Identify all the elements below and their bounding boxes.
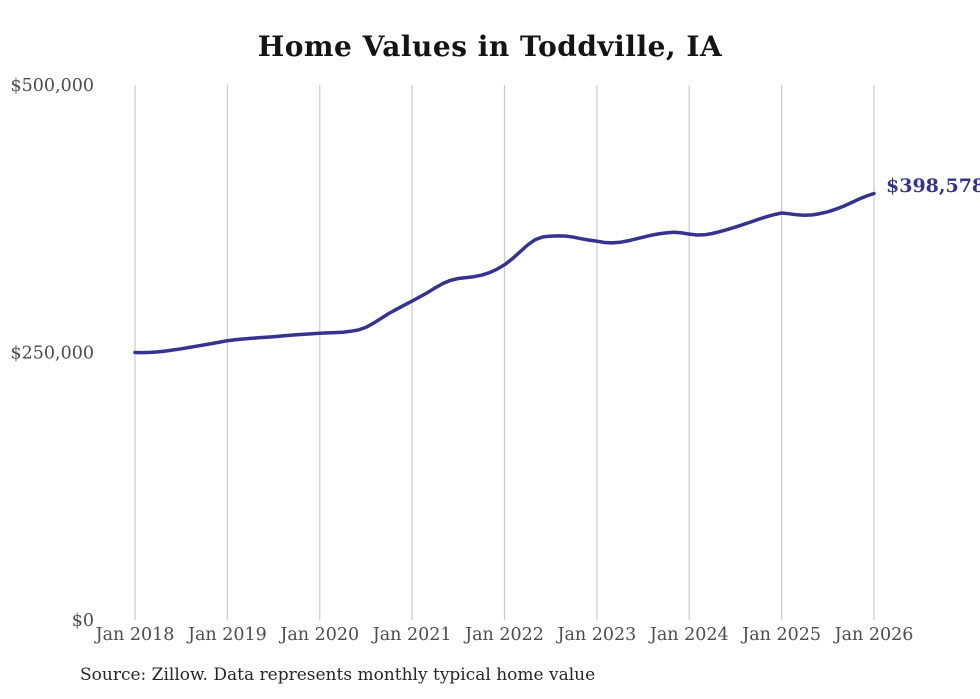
y-tick-label: $250,000 — [10, 344, 94, 364]
source-note: Source: Zillow. Data represents monthly … — [80, 665, 596, 685]
x-tick-label: Jan 2019 — [186, 625, 267, 645]
x-tick-label: Jan 2023 — [555, 625, 636, 645]
x-tick-label: Jan 2018 — [94, 625, 175, 645]
chart-title: Home Values in Toddville, IA — [257, 30, 723, 63]
x-tick-label: Jan 2025 — [740, 625, 821, 645]
y-tick-label: $0 — [72, 611, 94, 631]
x-tick-label: Jan 2026 — [833, 625, 914, 645]
home-value-line — [133, 191, 876, 355]
x-tick-label: Jan 2020 — [278, 625, 359, 645]
x-tick-label: Jan 2022 — [463, 625, 544, 645]
x-tick-label: Jan 2021 — [371, 625, 452, 645]
x-tick-label: Jan 2024 — [648, 625, 729, 645]
y-tick-label: $500,000 — [10, 76, 94, 96]
plot-area: Jan 2018 Jan 2019 Jan 2020 Jan 2021 Jan 2022… — [10, 76, 914, 645]
end-value-annotation: $398,578 — [886, 175, 980, 197]
